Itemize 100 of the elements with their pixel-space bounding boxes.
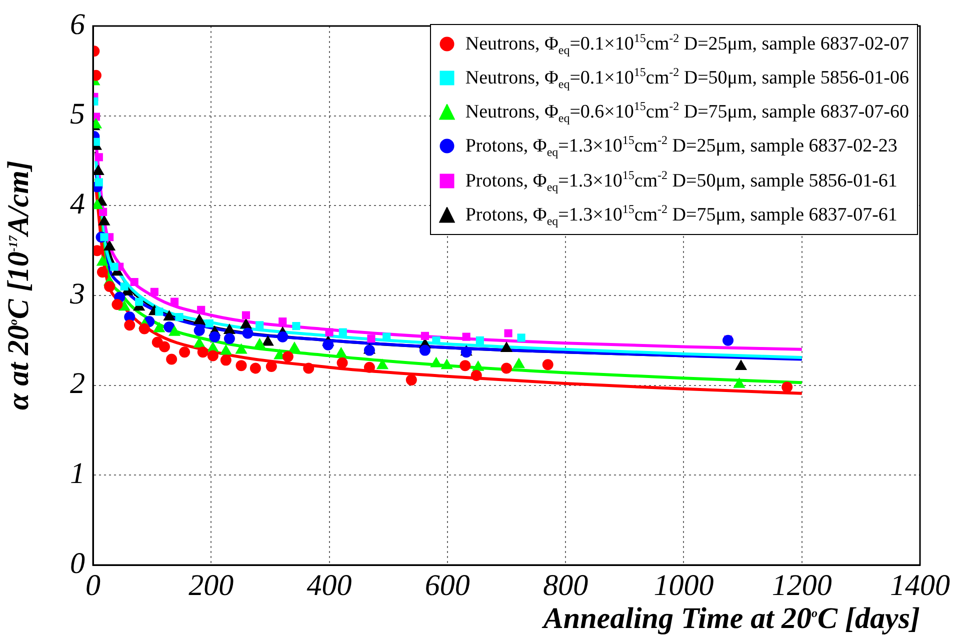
point [236,360,247,372]
point [288,342,300,352]
x-tick-label: 400 [306,568,352,602]
legend-label: Neutrons, Φ$_{eq}$=0.1×10$^{15}$cm$^{-2}$ D=25μm, sample 6837-02-07 [465,30,909,60]
x-tick-label: 200 [188,568,234,602]
point [100,233,108,242]
point [224,324,236,334]
point [406,374,417,386]
point [242,311,250,320]
point [93,245,103,256]
point [501,362,512,374]
point [420,332,430,340]
point [242,328,254,339]
point [197,306,206,314]
point [735,360,747,370]
point [93,165,104,176]
point [197,346,208,358]
legend-label: Protons, Φ$_{eq}$=1.3×10$^{15}$cm$^{-2}$ D=75μm, sample 6837-07-61 [465,200,898,230]
point [168,326,180,336]
point [367,334,376,343]
point [155,308,164,316]
x-tick-label: 800 [543,568,588,602]
point [138,323,150,334]
y-tick-label: 2 [70,367,85,400]
point [120,282,128,291]
point [500,342,512,352]
point [292,322,300,330]
point [99,208,108,216]
point [266,360,277,372]
point [110,262,118,271]
point [104,240,116,250]
point [170,298,179,306]
point [158,341,170,352]
point [430,357,442,368]
x-tick-label: 600 [424,568,470,602]
x-tick-label: 1000 [654,568,714,602]
point [325,328,334,336]
y-tick-label: 5 [70,98,85,131]
point [364,362,375,373]
point [322,339,334,350]
point [209,331,220,342]
point [94,178,103,186]
point [376,359,388,370]
point [470,370,482,381]
point [112,298,123,310]
point [164,310,175,321]
y-tick-label: 6 [70,8,85,41]
legend-label: Neutrons, Φ$_{eq}$=0.6×10$^{15}$cm$^{-2}$ D=75μm, sample 6837-07-60 [465,98,909,128]
point [419,344,430,356]
point [130,278,138,286]
point [220,354,232,366]
point [96,256,108,266]
point [782,382,793,393]
point [441,359,453,370]
point [179,346,190,358]
point [254,338,266,348]
point [262,336,274,346]
point [194,314,206,324]
legend-label: Protons, Φ$_{eq}$=1.3×10$^{15}$cm$^{-2}$ D=25μm, sample 6837-02-23 [465,132,898,162]
point [462,332,470,341]
point [166,354,178,365]
legend-label: Protons, Φ$_{eq}$=1.3×10$^{15}$cm$^{-2}$ D=50μm, sample 5856-01-61 [465,166,898,196]
point [336,357,348,368]
point [224,333,235,344]
x-tick-label: 1200 [772,568,832,602]
point [135,298,144,306]
point [205,319,214,328]
point [220,344,232,355]
point [240,318,252,329]
point [734,378,745,388]
point [335,347,347,358]
y-tick-label: 3 [69,277,85,310]
point [194,325,205,336]
point [277,331,288,342]
point [96,266,108,278]
point [98,215,110,226]
point [104,281,116,292]
point [460,360,471,372]
point [153,322,165,332]
point [303,362,314,374]
point [175,313,184,322]
point [94,153,103,162]
x-tick-label: 1400 [890,568,950,602]
legend-label: Neutrons, Φ$_{eq}$=0.1×10$^{15}$cm$^{-2}$ D=50μm, sample 5856-01-06 [465,64,909,94]
point [250,362,261,374]
point [517,334,526,342]
y-tick-label: 4 [70,188,85,221]
point [256,321,264,330]
y-tick-label: 0 [70,546,85,580]
point [194,338,206,348]
point [282,351,294,362]
point [164,321,175,332]
point [472,360,484,371]
point [150,288,158,296]
point [338,328,347,336]
point [513,358,525,368]
point [542,359,554,370]
point [504,329,512,338]
point [476,336,484,344]
point [236,344,247,354]
